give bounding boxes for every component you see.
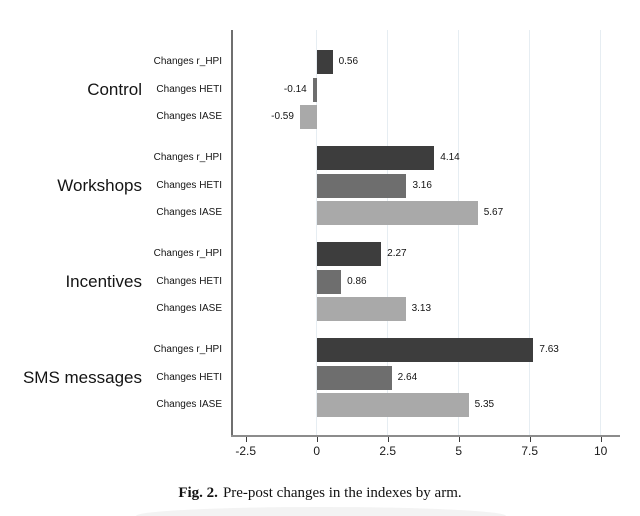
gridline bbox=[600, 30, 602, 435]
bar-row-label: Changes IASE bbox=[156, 303, 222, 314]
bar-value-label: 4.14 bbox=[440, 152, 460, 163]
gridline bbox=[529, 30, 531, 435]
y-axis-line bbox=[231, 30, 233, 436]
x-axis-tick-label: 10 bbox=[594, 444, 608, 458]
bar bbox=[312, 77, 317, 102]
bar bbox=[316, 173, 407, 198]
x-axis-tick-label: -2.5 bbox=[235, 444, 257, 458]
x-axis-tick-mark bbox=[387, 437, 389, 442]
bar bbox=[316, 201, 478, 225]
bar-row-label: Changes HETI bbox=[156, 371, 222, 383]
gridline bbox=[316, 30, 318, 435]
bar-row-label: Changes r_HPI bbox=[153, 248, 222, 259]
bar bbox=[316, 146, 435, 170]
x-axis-tick-label: 5 bbox=[455, 444, 463, 458]
bar bbox=[316, 297, 406, 321]
gridline bbox=[458, 30, 460, 435]
arm-group-label: SMS messages bbox=[22, 367, 142, 387]
arm-group-label: Control bbox=[87, 79, 142, 99]
figure-caption: Fig. 2. Pre-post changes in the indexes b… bbox=[0, 484, 640, 503]
x-axis-tick-mark bbox=[245, 437, 247, 442]
arm-group-label: Workshops bbox=[57, 175, 142, 195]
bar-value-label: 0.56 bbox=[338, 56, 359, 67]
bar-value-label: 5.35 bbox=[474, 399, 495, 410]
bar-value-label: -0.59 bbox=[271, 111, 294, 122]
bar-row-label: Changes r_HPI bbox=[153, 56, 222, 67]
bar-row-label: Changes r_HPI bbox=[153, 344, 222, 355]
bar bbox=[316, 242, 382, 266]
bar-row-label: Changes IASE bbox=[156, 207, 222, 218]
bar-value-label: 3.16 bbox=[412, 179, 432, 191]
x-axis-tick-label: 2.5 bbox=[379, 444, 397, 458]
bar-row-label: Changes HETI bbox=[156, 275, 222, 287]
x-axis-line bbox=[231, 435, 620, 437]
bar-value-label: 0.86 bbox=[347, 275, 367, 287]
bar bbox=[316, 338, 534, 362]
bar bbox=[316, 365, 392, 390]
bar-chart-plot-area: -2.5 0 2.5 5 7.5 10 Control Changes r_HPI 0.56 Ch… bbox=[22, 30, 620, 458]
bar-value-label: 7.63 bbox=[539, 344, 559, 355]
bar-row-label: Changes HETI bbox=[156, 83, 222, 95]
x-axis-tick-label: 7.5 bbox=[521, 444, 539, 458]
arm-group-label: Incentives bbox=[65, 271, 142, 291]
figure-caption-text: Pre-post changes in the indexes by arm. bbox=[222, 485, 462, 501]
bar bbox=[316, 50, 333, 74]
x-axis-tick-mark bbox=[529, 437, 531, 442]
figure-caption-label: Fig. 2. bbox=[178, 485, 218, 501]
bar-row-label: Changes IASE bbox=[156, 111, 222, 122]
bar-value-label: 3.13 bbox=[411, 303, 432, 314]
x-axis-tick-mark bbox=[316, 437, 318, 442]
cut-off-element-below-figure bbox=[136, 507, 506, 516]
gridline bbox=[387, 30, 389, 435]
bar-value-label: 5.67 bbox=[483, 207, 504, 218]
bar bbox=[299, 105, 317, 129]
bar-row-label: Changes r_HPI bbox=[153, 152, 222, 163]
bar-row-label: Changes HETI bbox=[156, 179, 222, 191]
bar-value-label: 2.27 bbox=[387, 248, 407, 259]
x-axis-tick-mark bbox=[458, 437, 460, 442]
bar-row-label: Changes IASE bbox=[156, 399, 222, 410]
x-axis-tick-mark bbox=[600, 437, 602, 442]
x-axis-tick-label: 0 bbox=[313, 444, 321, 458]
bar-value-label: 2.64 bbox=[397, 371, 418, 383]
bar bbox=[316, 393, 469, 417]
bar-value-label: -0.14 bbox=[283, 83, 307, 95]
bar bbox=[316, 269, 342, 294]
